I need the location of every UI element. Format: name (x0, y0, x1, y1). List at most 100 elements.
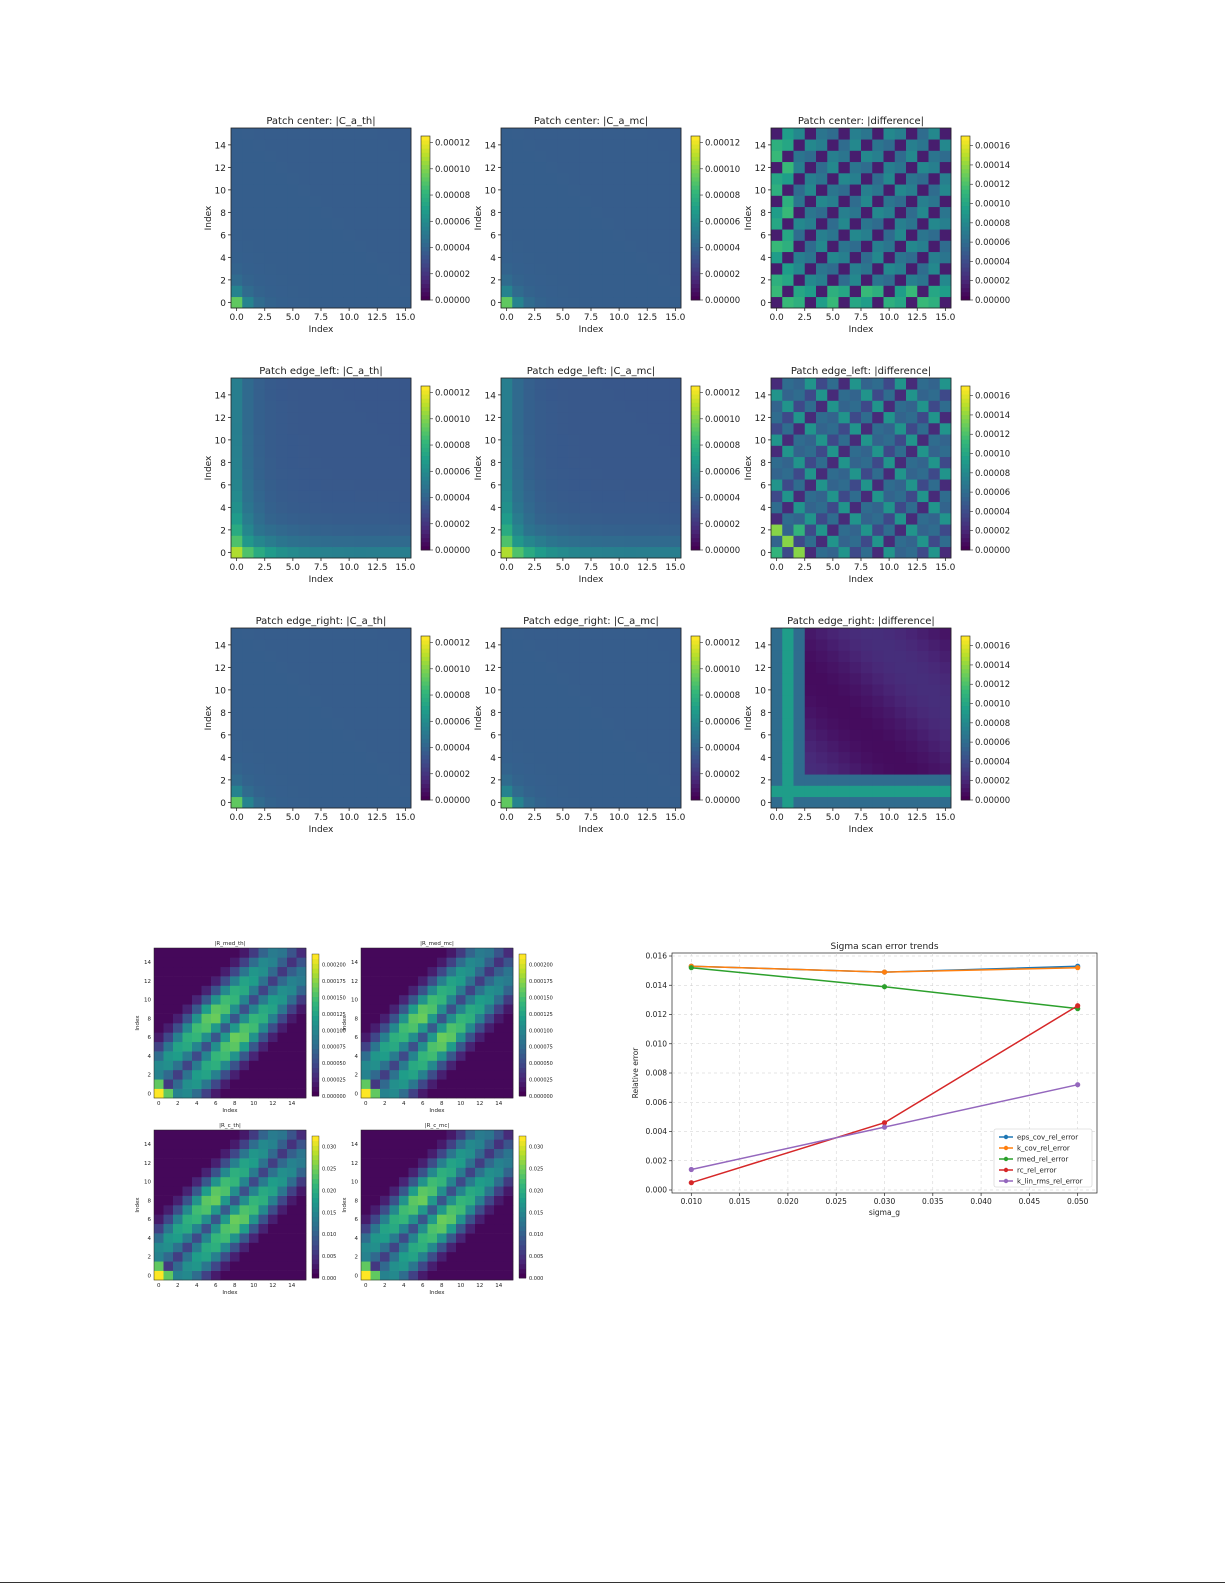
heatmap-cell (268, 1251, 278, 1262)
heatmap-cell (296, 966, 307, 977)
heatmap-cell (512, 218, 524, 230)
heatmap-cell (579, 706, 592, 719)
y-tick-label: 0.014 (646, 981, 668, 990)
heatmap-cell (309, 378, 322, 390)
heatmap-cell (503, 1195, 514, 1206)
colorbar-segment (312, 1202, 319, 1208)
heatmap-cell (354, 184, 367, 196)
heatmap-cell (296, 1233, 307, 1243)
colorbar-segment (961, 783, 970, 789)
heatmap-cell (771, 423, 783, 435)
heatmap-cell (287, 240, 299, 253)
x-tick-label: 0.045 (1019, 1197, 1041, 1206)
heatmap-cell (568, 389, 581, 401)
heatmap-cell (427, 1023, 438, 1033)
colorbar-tick-label: 0.00002 (975, 277, 1010, 287)
heatmap-cell (309, 263, 322, 275)
heatmap-cell (917, 456, 929, 469)
colorbar-tick-label: 0.010 (322, 1232, 336, 1238)
heatmap-cell (465, 1023, 476, 1033)
heatmap-cell (579, 785, 592, 798)
heatmap-cell (399, 161, 412, 174)
heatmap-cell (182, 1148, 193, 1159)
heatmap-cell (557, 184, 569, 196)
heatmap-cell (239, 1088, 250, 1099)
heatmap-cell (287, 296, 299, 309)
heatmap-cell (268, 1041, 278, 1052)
colorbar-segment (691, 791, 700, 797)
heatmap-cell (568, 206, 581, 219)
heatmap-cell (939, 296, 952, 309)
heatmap-cell (370, 985, 381, 996)
colorbar-segment (421, 295, 430, 301)
heatmap-cell (388, 673, 401, 685)
heatmap-cell (399, 411, 412, 424)
heatmap-cell (816, 490, 828, 503)
colorbar-segment (691, 718, 700, 723)
heatmap-cell (298, 240, 311, 253)
heatmap-cell (154, 1079, 164, 1089)
heatmap-cell (658, 524, 671, 536)
heatmap-cell (253, 706, 266, 719)
legend-label: rc_rel_error (1017, 1167, 1057, 1175)
heatmap-cell (534, 173, 547, 185)
y-tick-label: 0.000 (646, 1186, 668, 1195)
heatmap-cell (928, 400, 941, 413)
heatmap-cell (501, 173, 513, 185)
heatmap-cell (465, 1069, 476, 1080)
heatmap-cell (928, 535, 941, 548)
heatmap-cell (343, 206, 356, 219)
heatmap-cell (602, 468, 614, 480)
heatmap-cell (321, 729, 333, 741)
heatmap-cell (456, 1139, 466, 1150)
heatmap-cell (804, 456, 817, 469)
heatmap-cell (264, 661, 277, 674)
heatmap-cell (849, 524, 862, 536)
heatmap-cell (446, 1270, 457, 1281)
heatmap-cell (568, 661, 581, 674)
heatmap-cell (568, 524, 581, 536)
heatmap-cell (343, 240, 356, 253)
heatmap-cell (389, 1069, 400, 1080)
heatmap-cell (591, 695, 603, 708)
heatmap-cell (354, 490, 367, 503)
heatmap-cell (446, 994, 457, 1005)
heatmap-cell (264, 423, 277, 435)
heatmap-cell (276, 139, 288, 151)
colorbar-tick-label: 0.00008 (435, 191, 470, 201)
heatmap-cell (173, 1013, 183, 1024)
heatmap-cell (771, 796, 783, 809)
heatmap-cell (484, 1270, 495, 1281)
heatmap-cell (501, 139, 513, 151)
colorbar-tick-label: 0.00010 (705, 165, 740, 175)
heatmap-cell (613, 296, 626, 309)
colorbar-segment (421, 394, 430, 399)
x-tick-label: 15.0 (395, 813, 415, 823)
colorbar-tick-label: 0.00016 (975, 392, 1010, 402)
heatmap-cell (534, 285, 547, 298)
heatmap-cell (343, 718, 356, 730)
legend-marker (1003, 1167, 1009, 1173)
x-tick-label: 12 (269, 1283, 276, 1289)
heatmap-cell (309, 240, 322, 253)
x-axis-label: Index (309, 575, 334, 585)
heatmap-cell (602, 479, 614, 491)
heatmap-cell (501, 513, 513, 525)
heatmap-cell (287, 650, 299, 663)
heatmap-cell (242, 639, 254, 651)
heatmap-cell (231, 150, 243, 163)
heatmap-cell (804, 513, 817, 525)
heatmap-cell (343, 195, 356, 208)
heatmap-cell (380, 1079, 390, 1089)
colorbar-segment (961, 677, 970, 682)
heatmap-cell (230, 1223, 240, 1234)
heatmap-cell (906, 524, 918, 536)
panel-title: |R_med_mc| (420, 941, 454, 947)
heatmap-cell (182, 1013, 193, 1024)
heatmap-cell (408, 1088, 419, 1099)
heatmap-cell (557, 296, 569, 309)
heatmap-cell (268, 1023, 278, 1033)
heatmap-cell (501, 501, 513, 514)
heatmap-cell (377, 206, 389, 219)
heatmap-cell (408, 1233, 419, 1243)
